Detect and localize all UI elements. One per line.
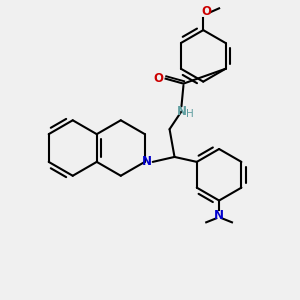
Text: N: N: [176, 105, 187, 118]
Text: O: O: [154, 72, 164, 85]
Text: H: H: [185, 109, 193, 119]
Text: N: N: [214, 209, 224, 222]
Text: N: N: [142, 155, 152, 168]
Text: O: O: [201, 5, 211, 18]
